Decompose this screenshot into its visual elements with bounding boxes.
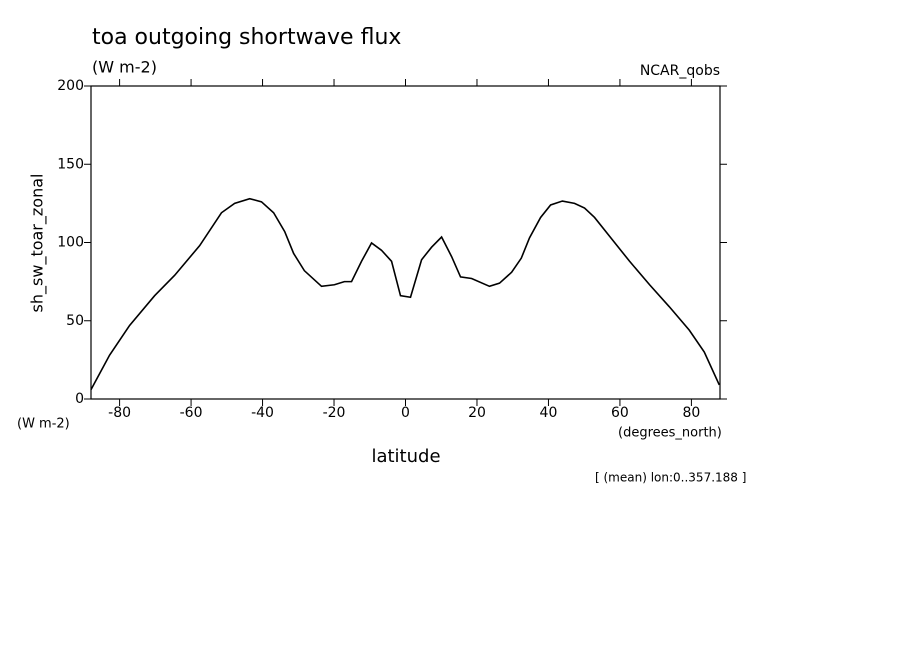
x-tick-label: -80 <box>108 405 131 421</box>
dataset-label: NCAR_qobs <box>640 63 720 79</box>
x-tick-label: -60 <box>180 405 203 421</box>
note: [ (mean) lon:0..357.188 ] <box>595 471 746 485</box>
plot-frame <box>90 85 721 400</box>
x-units: (degrees_north) <box>618 426 722 441</box>
y-tick-label: 50 <box>66 313 84 329</box>
x-tick-label: 80 <box>682 405 700 421</box>
y-tick-label: 0 <box>75 391 84 407</box>
x-tick-label: 40 <box>540 405 558 421</box>
y-tick-label: 200 <box>57 78 84 94</box>
y-units: (W m-2) <box>17 417 70 432</box>
chart-subtitle: (W m-2) <box>92 58 157 77</box>
x-tick-label: -40 <box>251 405 274 421</box>
x-axis-label: latitude <box>371 446 440 467</box>
y-axis-label: sh_sw_toar_zonal <box>28 174 48 313</box>
y-tick-label: 150 <box>57 156 84 172</box>
x-tick-label: -20 <box>323 405 346 421</box>
x-tick-label: 0 <box>401 405 410 421</box>
chart-title: toa outgoing shortwave flux <box>92 25 401 50</box>
y-tick-label: 100 <box>57 235 84 251</box>
data-line <box>90 197 721 390</box>
x-tick-label: 20 <box>468 405 486 421</box>
x-tick-label: 60 <box>611 405 629 421</box>
